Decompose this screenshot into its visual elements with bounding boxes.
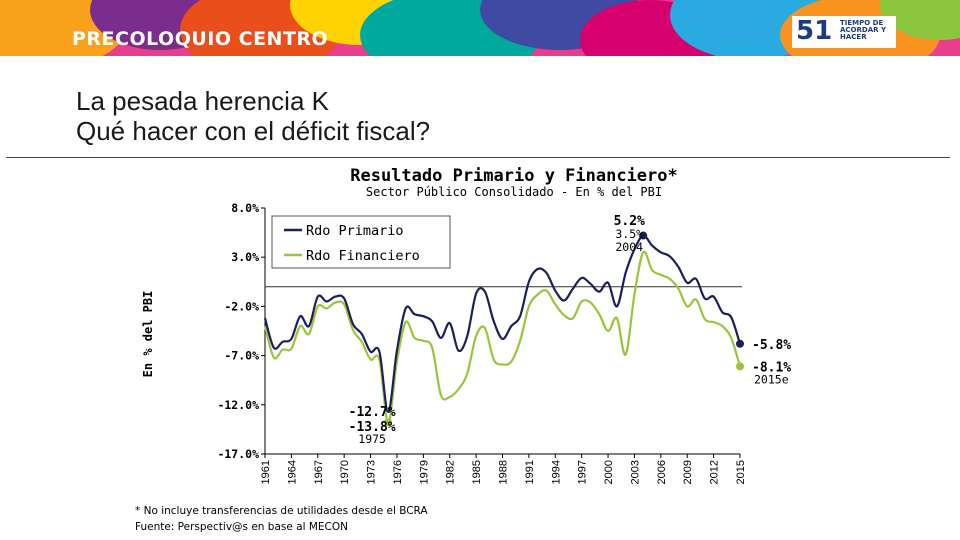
annotation-label: 1975 [358, 432, 386, 446]
y-tick-label: -2.0% [224, 299, 259, 313]
annotation-label: -8.1% [752, 360, 791, 375]
chart-title: Resultado Primario y Financiero* [350, 166, 678, 186]
x-tick-label: 2009 [682, 460, 694, 484]
slide-title-line-2: Qué hacer con el déficit fiscal? [76, 116, 431, 146]
footnote-source: Fuente: Perspectiv@s en base al MECON [135, 521, 348, 533]
annotation-label: 2004 [615, 240, 643, 254]
annotation-marker [639, 231, 648, 240]
logo-number: 51 [796, 16, 833, 46]
x-tick-label: 1982 [445, 460, 457, 484]
chart-legend: Rdo Primario Rdo Financiero [271, 215, 451, 269]
y-tick-label: -12.0% [217, 398, 259, 412]
x-tick-label: 1961 [260, 460, 272, 484]
chart-annotations: 5.2%3.5%2004 -12.7%-13.8%1975 -5.8% -8.1%20… [349, 214, 792, 446]
x-tick-label: 1967 [313, 460, 325, 484]
x-tick-label: 1979 [418, 460, 430, 484]
chart-series [263, 234, 742, 424]
annotation-label: -13.8% [349, 420, 396, 435]
series-line-rdo-financiero [263, 250, 742, 424]
x-tick-label: 1976 [392, 460, 404, 484]
x-tick-label: 1997 [577, 460, 589, 484]
footnote-note: * No incluye transferencias de utilidade… [135, 505, 428, 517]
logo-text: TIEMPO DE ACORDAR Y HACER [840, 19, 887, 41]
x-tick-label: 1970 [339, 460, 351, 484]
chart-axes: 8.0% 3.0% -2.0% -7.0% -12.0% -17.0%1961 1964 19… [217, 201, 747, 484]
legend-box [271, 215, 451, 269]
x-tick-label: 1985 [471, 460, 483, 484]
series-line-rdo-primario [263, 234, 742, 413]
slide-title: La pesada herencia K Qué hacer con el dé… [76, 86, 430, 146]
x-tick-label: 2012 [709, 460, 721, 484]
top-banner: PRECOLOQUIO CENTRO 51 TIEMPO DE ACORDAR … [0, 0, 960, 56]
y-tick-label: 8.0% [231, 201, 259, 215]
annotation-label: 3.5% [615, 227, 643, 241]
legend-entry: Rdo Financiero [306, 248, 420, 264]
brand-title: PRECOLOQUIO CENTRO [72, 28, 329, 50]
slide-title-line-1: La pesada herencia K [76, 86, 329, 116]
x-tick-label: 2000 [603, 460, 615, 484]
annotation-marker [384, 418, 393, 427]
y-tick-label: -7.0% [224, 349, 259, 363]
annotation-label: -12.7% [349, 405, 396, 420]
legend-entry: Rdo Primario [306, 223, 404, 239]
x-tick-label: 2006 [656, 460, 668, 484]
x-tick-label: 2015 [735, 460, 747, 484]
x-tick-label: 1994 [550, 460, 562, 484]
x-tick-label: 1964 [286, 460, 298, 484]
annotation-label: 2015e [754, 372, 789, 386]
annotation-marker [736, 339, 744, 348]
y-axis-label: En % del PBI [141, 291, 155, 378]
annotation-marker [736, 362, 744, 371]
y-tick-label: -17.0% [217, 447, 259, 461]
y-tick-label: 3.0% [231, 250, 259, 264]
chart-subtitle: Sector Público Consolidado - En % del PB… [366, 185, 662, 199]
x-tick-label: 1988 [498, 460, 510, 484]
annotation-label: 5.2% [614, 214, 645, 229]
footnote: * No incluye transferencias de utilidade… [135, 503, 428, 535]
x-tick-label: 2003 [629, 460, 641, 484]
event-logo: 51 TIEMPO DE ACORDAR Y HACER [792, 16, 896, 48]
x-tick-label: 1973 [366, 460, 378, 484]
annotation-label: -5.8% [752, 338, 791, 353]
x-tick-label: 1991 [524, 460, 536, 484]
title-divider [6, 157, 950, 158]
